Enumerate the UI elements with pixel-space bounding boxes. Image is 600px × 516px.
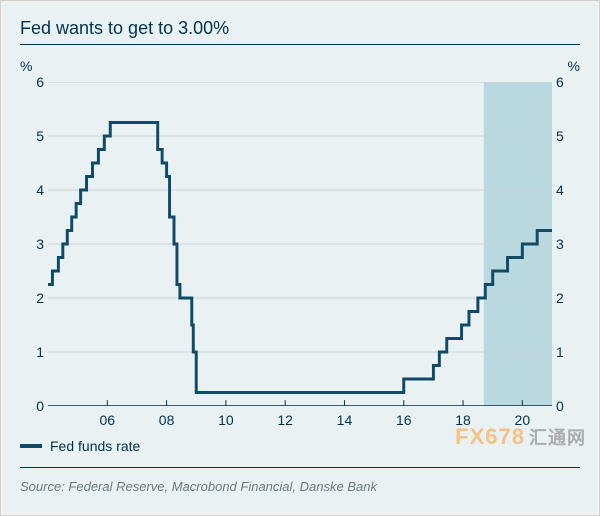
ytick-right: 5 bbox=[556, 128, 574, 144]
ytick-left: 1 bbox=[26, 344, 44, 360]
legend: Fed funds rate bbox=[20, 438, 140, 454]
ytick-right: 2 bbox=[556, 290, 574, 306]
legend-label: Fed funds rate bbox=[50, 438, 140, 454]
frame: Fed wants to get to 3.00% % % 0123456 01… bbox=[0, 0, 600, 516]
ytick-right: 3 bbox=[556, 236, 574, 252]
xtick: 16 bbox=[396, 412, 412, 428]
xtick: 14 bbox=[337, 412, 353, 428]
ytick-left: 4 bbox=[26, 182, 44, 198]
y-unit-left: % bbox=[20, 58, 32, 74]
ytick-left: 6 bbox=[26, 74, 44, 90]
ytick-right: 0 bbox=[556, 398, 574, 414]
ytick-right: 6 bbox=[556, 74, 574, 90]
xtick: 08 bbox=[159, 412, 175, 428]
ytick-left: 5 bbox=[26, 128, 44, 144]
xtick: 18 bbox=[455, 412, 471, 428]
xtick: 06 bbox=[99, 412, 115, 428]
legend-swatch bbox=[20, 444, 42, 448]
y-unit-right: % bbox=[568, 58, 580, 74]
xtick: 12 bbox=[277, 412, 293, 428]
watermark-cn: 汇通网 bbox=[529, 428, 586, 448]
source-rule bbox=[20, 467, 580, 468]
ytick-left: 3 bbox=[26, 236, 44, 252]
ytick-right: 1 bbox=[556, 344, 574, 360]
plot-svg bbox=[48, 82, 552, 406]
title-rule bbox=[20, 44, 580, 45]
chart-panel: Fed wants to get to 3.00% % % 0123456 01… bbox=[4, 4, 596, 512]
source-text: Source: Federal Reserve, Macrobond Finan… bbox=[20, 479, 377, 494]
ytick-right: 4 bbox=[556, 182, 574, 198]
xtick: 10 bbox=[218, 412, 234, 428]
ytick-left: 0 bbox=[26, 398, 44, 414]
xtick: 20 bbox=[515, 412, 531, 428]
plot-area bbox=[48, 82, 552, 406]
ytick-left: 2 bbox=[26, 290, 44, 306]
chart-title: Fed wants to get to 3.00% bbox=[20, 18, 229, 39]
